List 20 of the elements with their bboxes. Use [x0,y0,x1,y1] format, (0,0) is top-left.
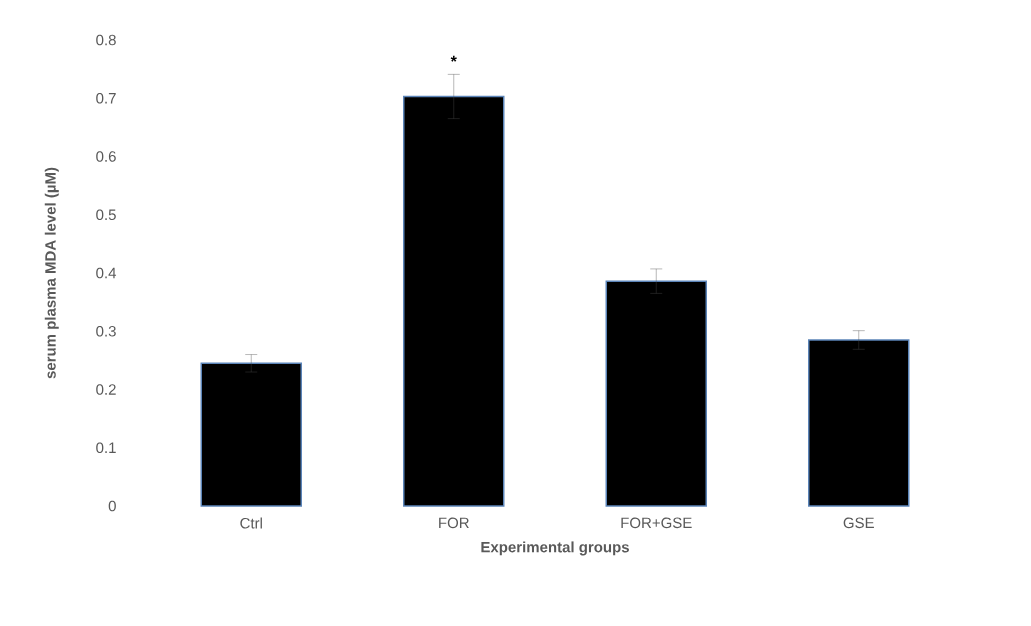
y-tick-label: 0.5 [96,209,116,221]
bar [808,339,910,507]
annotation: * [450,55,457,62]
y-tick-label: 0.2 [96,384,116,395]
y-tick-label: 0.4 [96,267,117,279]
x-tick-label: FOR+GSE [621,517,692,529]
bar [200,362,303,507]
x-tick-label: Ctrl [240,517,262,529]
y-tick-label: 0.7 [96,92,116,104]
x-tick-label: GSE [843,517,874,529]
bar [605,280,707,507]
y-tick-label: 0.3 [96,325,116,337]
y-tick-label: 0 [108,500,116,512]
y-tick-label: 0.1 [96,442,116,454]
y-axis-title: serum plasma MDA level (µM) [44,167,59,379]
bar [403,95,505,507]
y-tick-label: 0.6 [96,151,116,162]
x-tick-label: FOR [439,517,469,529]
y-tick-label: 0.8 [96,34,116,46]
x-axis-title: Experimental groups [481,541,629,556]
